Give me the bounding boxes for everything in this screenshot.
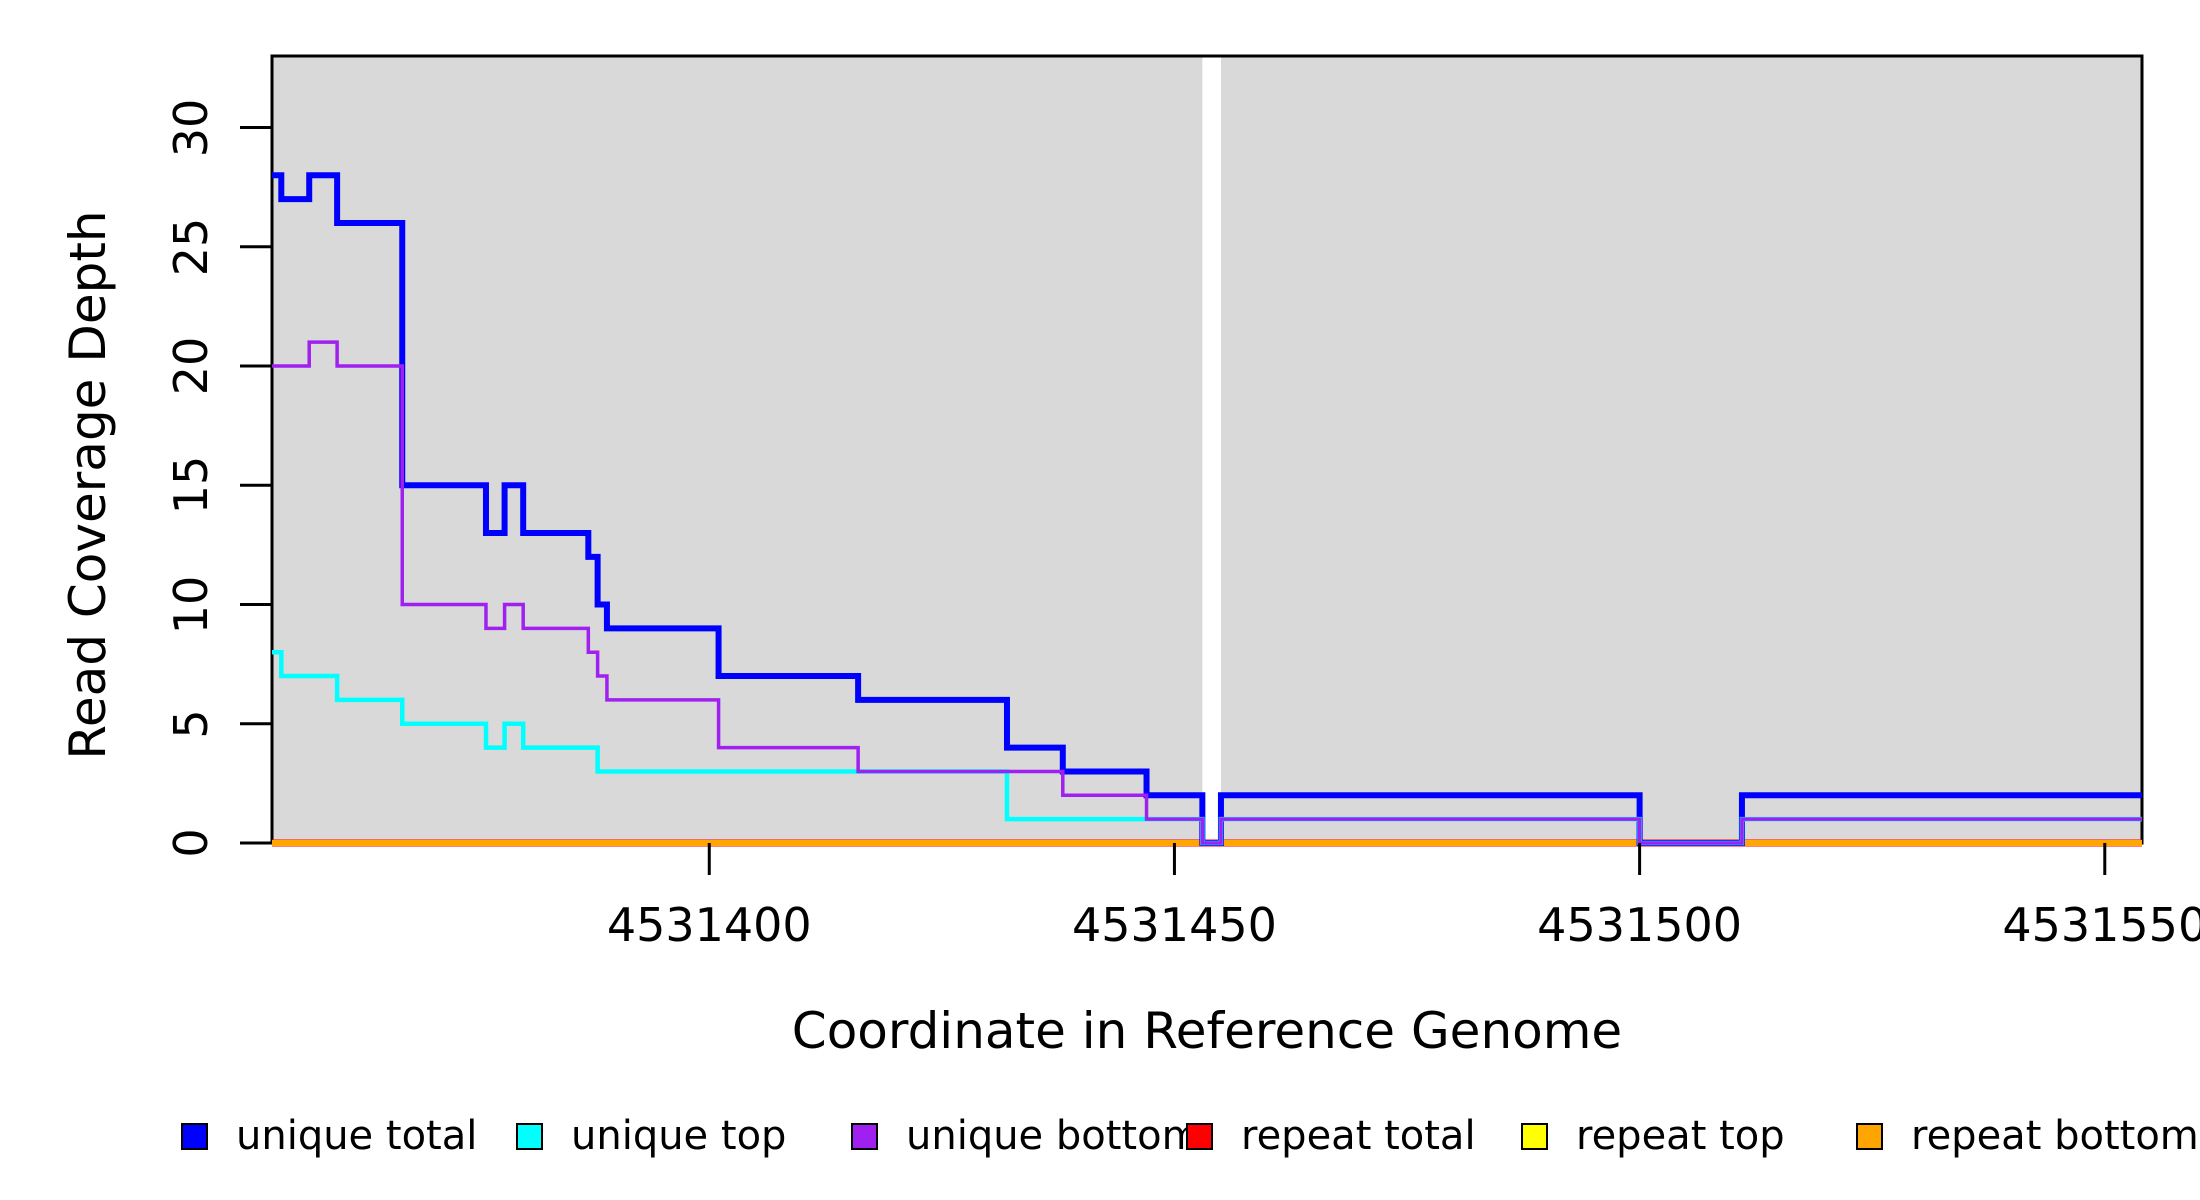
- legend-label: repeat total: [1241, 1113, 1476, 1159]
- y-tick-label: 0: [164, 828, 218, 858]
- masked-region: [1202, 56, 1221, 843]
- legend-swatch-repeat-total: [1186, 1122, 1213, 1150]
- legend-swatch-unique-top: [516, 1122, 543, 1150]
- legend-label: unique top: [571, 1113, 787, 1159]
- legend-item-unique-total: unique total: [181, 1110, 477, 1162]
- x-tick-label: 4531450: [1072, 898, 1277, 952]
- y-tick-label: 30: [164, 98, 218, 157]
- legend-label: unique total: [236, 1113, 478, 1159]
- x-tick-label: 4531550: [2002, 898, 2200, 952]
- legend-item-unique-top: unique top: [516, 1110, 786, 1162]
- y-tick-label: 10: [164, 575, 218, 634]
- legend-swatch-unique-bottom: [851, 1122, 878, 1150]
- x-axis-title: Coordinate in Reference Genome: [791, 1002, 1623, 1060]
- y-tick-label: 20: [164, 336, 218, 396]
- x-tick-label: 4531400: [606, 898, 812, 952]
- legend-label: unique bottom: [906, 1113, 1201, 1159]
- legend-item-repeat-bottom: repeat bottom: [1856, 1110, 2199, 1162]
- x-tick-label: 4531500: [1537, 898, 1743, 952]
- y-tick-label: 15: [164, 455, 218, 515]
- legend-label: repeat bottom: [1911, 1113, 2199, 1159]
- legend-label: repeat top: [1576, 1113, 1785, 1159]
- legend-swatch-repeat-bottom: [1856, 1122, 1883, 1150]
- legend-item-unique-bottom: unique bottom: [851, 1110, 1201, 1162]
- series-line-unique-bottom: [272, 340, 2142, 845]
- legend-item-repeat-total: repeat total: [1186, 1110, 1476, 1162]
- legend-item-repeat-top: repeat top: [1521, 1110, 1785, 1162]
- legend: unique total unique top unique bottom repea…: [0, 1110, 2200, 1162]
- legend-swatch-repeat-top: [1521, 1122, 1548, 1150]
- y-tick-label: 5: [164, 709, 218, 739]
- y-tick-label: 25: [164, 217, 218, 277]
- legend-swatch-unique-total: [181, 1122, 208, 1150]
- y-axis-title: Read Coverage Depth: [59, 210, 117, 760]
